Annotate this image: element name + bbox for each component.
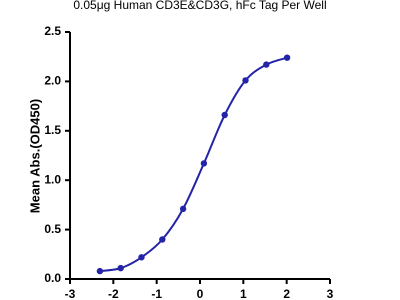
data-point: [179, 205, 187, 213]
data-point: [263, 61, 270, 68]
x-tick-label: 1: [240, 287, 247, 300]
x-tick-label: -2: [108, 287, 119, 300]
data-point: [138, 254, 145, 261]
data-point: [221, 111, 228, 119]
y-tick-label: 1.5: [44, 123, 61, 137]
data-point: [159, 236, 166, 243]
y-tick-label: 2.5: [44, 24, 61, 38]
fit-curve: [99, 56, 288, 273]
y-tick-label: 2.0: [44, 74, 61, 88]
y-axis-label: Mean Abs.(OD450): [27, 99, 42, 213]
data-point: [283, 54, 291, 61]
data-point: [200, 160, 208, 167]
chart-title: 0.05μg Human CD3E&CD3G, hFc Tag Per Well: [73, 0, 326, 12]
data-point: [117, 264, 124, 272]
y-tick-label: 1.0: [44, 172, 61, 186]
data-point: [242, 77, 249, 84]
x-tick-label: 0: [197, 287, 204, 300]
y-tick-label: 0.5: [44, 222, 61, 236]
x-tick-label: 3: [327, 287, 334, 300]
x-tick-label: 2: [283, 287, 290, 300]
x-tick-label: -3: [65, 287, 76, 300]
y-tick-label: 0.0: [44, 271, 61, 285]
data-point: [96, 267, 104, 275]
x-tick-label: -1: [151, 287, 162, 300]
